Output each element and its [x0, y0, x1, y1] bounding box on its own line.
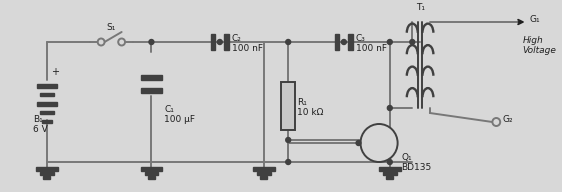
Bar [140, 167, 162, 170]
Bar [40, 172, 54, 175]
Text: G₁: G₁ [529, 16, 540, 25]
Bar [387, 176, 393, 179]
Bar [257, 172, 271, 175]
Bar [282, 82, 295, 130]
Bar [37, 102, 57, 106]
Text: C₂
100 nF: C₂ 100 nF [232, 34, 262, 53]
Bar [260, 176, 267, 179]
Bar [334, 34, 339, 50]
Circle shape [492, 118, 500, 126]
Text: C₁
100 μF: C₁ 100 μF [164, 105, 195, 124]
Circle shape [387, 160, 392, 165]
Circle shape [118, 39, 125, 46]
Text: G₂: G₂ [502, 116, 513, 124]
Bar [211, 34, 215, 50]
Text: +: + [51, 67, 59, 77]
Circle shape [387, 105, 392, 111]
Bar [253, 167, 274, 170]
Bar [224, 34, 229, 50]
Bar [43, 176, 51, 179]
Circle shape [342, 40, 346, 45]
Bar [39, 93, 54, 96]
Circle shape [98, 39, 105, 46]
Text: C₃
100 nF: C₃ 100 nF [356, 34, 387, 53]
Bar [140, 88, 162, 93]
Bar [144, 172, 158, 175]
Bar [140, 74, 162, 79]
Circle shape [217, 40, 222, 45]
Text: B₁
6 V: B₁ 6 V [33, 115, 48, 134]
Circle shape [149, 40, 154, 45]
Circle shape [285, 137, 291, 142]
Text: Q₁
BD135: Q₁ BD135 [401, 153, 432, 172]
Bar [148, 176, 155, 179]
Circle shape [285, 40, 291, 45]
Bar [36, 167, 58, 170]
Text: High
Voltage: High Voltage [523, 36, 556, 55]
Circle shape [410, 40, 415, 45]
Text: S₁: S₁ [107, 23, 116, 32]
Bar [348, 34, 353, 50]
Circle shape [285, 160, 291, 165]
Bar [37, 84, 57, 88]
Bar [39, 111, 54, 114]
Bar [379, 167, 401, 170]
Bar [383, 172, 397, 175]
Circle shape [360, 124, 398, 162]
Text: R₁
10 kΩ: R₁ 10 kΩ [297, 98, 323, 117]
Circle shape [356, 141, 361, 146]
Bar [42, 120, 52, 123]
Text: T₁: T₁ [416, 3, 425, 12]
Circle shape [387, 40, 392, 45]
